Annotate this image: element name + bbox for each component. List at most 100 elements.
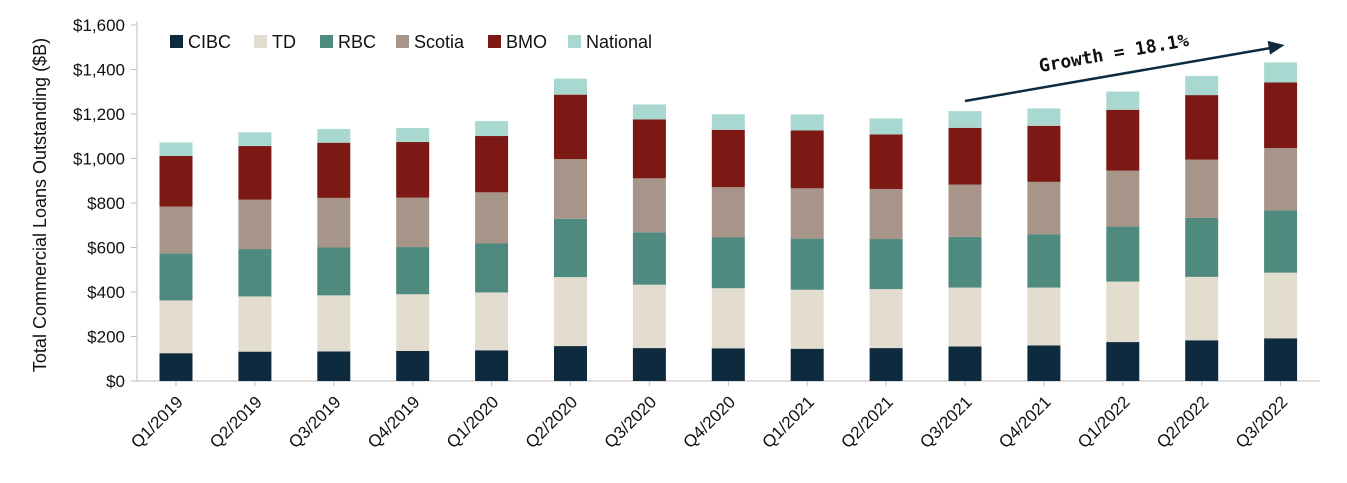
bar-segment-scotia <box>475 192 509 244</box>
y-tick-label: $600 <box>87 239 125 258</box>
bar-stack <box>790 114 824 381</box>
bar-segment-td <box>1027 287 1061 346</box>
bar-segment-rbc <box>396 247 430 295</box>
y-tick-label: $0 <box>106 372 125 391</box>
bar-segment-rbc <box>711 237 745 289</box>
bar-stack <box>475 121 509 381</box>
x-tick-label: Q3/2022 <box>1232 392 1292 452</box>
bar-segment-td <box>1106 281 1140 343</box>
bar-segment-rbc <box>475 243 509 293</box>
bar-segment-rbc <box>317 247 351 296</box>
bar-stack <box>554 78 587 381</box>
y-tick-label: $1,600 <box>73 16 125 35</box>
bar-segment-rbc <box>1185 217 1219 277</box>
bar-segment-national <box>869 118 903 135</box>
bar-segment-cibc <box>948 346 982 381</box>
legend-label: TD <box>272 32 296 52</box>
bar-segment-td <box>632 284 666 349</box>
x-tick-label: Q2/2019 <box>206 392 266 452</box>
x-tick-label: Q3/2020 <box>601 392 661 452</box>
bar-segment-scotia <box>1106 170 1140 227</box>
bar-segment-td <box>790 289 824 349</box>
y-tick-label: $400 <box>87 283 125 302</box>
legend-label: National <box>586 32 652 52</box>
bar-segment-td <box>869 289 903 349</box>
bars <box>159 62 1298 381</box>
bar-segment-td <box>238 296 272 352</box>
growth-arrow-head <box>1267 40 1285 55</box>
x-tick-label: Q1/2019 <box>127 392 187 452</box>
bar-segment-cibc <box>1185 340 1219 381</box>
bar-segment-bmo <box>1106 109 1140 171</box>
legend-swatch <box>488 35 501 48</box>
bar-segment-national <box>317 128 351 143</box>
bar-segment-bmo <box>790 130 824 189</box>
y-axis-label-group: Total Commercial Loans Outstanding ($B) <box>30 38 50 372</box>
legend-item-rbc: RBC <box>320 32 376 52</box>
bar-stack <box>1027 108 1061 381</box>
x-tick-label: Q2/2021 <box>837 392 897 452</box>
bar-segment-national <box>396 128 430 143</box>
legend: CIBC TD RBC Scotia BMO National <box>170 32 652 52</box>
legend-item-national: National <box>568 32 652 52</box>
bar-segment-national <box>1106 91 1140 110</box>
legend-label: Scotia <box>414 32 465 52</box>
bar-segment-td <box>1264 272 1298 339</box>
bar-segment-rbc <box>869 239 903 290</box>
legend-swatch <box>568 35 581 48</box>
x-tick-label: Q2/2020 <box>522 392 582 452</box>
bar-segment-national <box>159 142 193 156</box>
legend-swatch <box>254 35 267 48</box>
bar-stack <box>632 104 666 381</box>
bar-segment-cibc <box>790 348 824 381</box>
legend-item-td: TD <box>254 32 296 52</box>
y-tick-label: $800 <box>87 194 125 213</box>
x-tick-label: Q1/2021 <box>758 392 818 452</box>
bar-segment-bmo <box>1264 82 1298 149</box>
bar-segment-scotia <box>1027 181 1061 235</box>
bar-segment-rbc <box>790 238 824 290</box>
bar-segment-cibc <box>396 350 430 381</box>
bar-segment-td <box>1185 276 1219 341</box>
bar-segment-rbc <box>948 236 982 288</box>
legend-label: BMO <box>506 32 547 52</box>
bar-segment-td <box>948 287 982 347</box>
bar-segment-td <box>711 288 745 349</box>
bar-segment-scotia <box>238 199 272 250</box>
bar-segment-national <box>632 104 666 120</box>
bar-segment-scotia <box>317 197 351 248</box>
bar-segment-td <box>554 277 587 347</box>
bar-segment-bmo <box>869 134 903 189</box>
bar-segment-national <box>1027 108 1061 126</box>
bar-segment-bmo <box>1185 95 1219 160</box>
bar-segment-td <box>317 295 351 352</box>
bar-stack <box>238 132 272 381</box>
bar-segment-bmo <box>711 129 745 188</box>
legend-swatch <box>170 35 183 48</box>
bar-segment-cibc <box>475 350 509 381</box>
bar-segment-national <box>1185 75 1219 96</box>
bar-segment-rbc <box>1027 234 1061 288</box>
bar-stack <box>1106 91 1140 381</box>
x-tick-label: Q4/2021 <box>995 392 1055 452</box>
bar-segment-national <box>554 78 587 95</box>
bar-segment-bmo <box>1027 125 1061 182</box>
bar-segment-national <box>475 121 509 137</box>
bar-segment-bmo <box>554 94 587 160</box>
legend-swatch <box>396 35 409 48</box>
legend-item-scotia: Scotia <box>396 32 465 52</box>
bar-segment-national <box>948 111 982 128</box>
bar-segment-scotia <box>948 184 982 237</box>
y-tick-label: $1,000 <box>73 150 125 169</box>
bar-stack <box>869 118 903 381</box>
bar-segment-rbc <box>554 218 587 278</box>
bar-segment-rbc <box>1264 210 1298 273</box>
bar-segment-scotia <box>632 178 666 233</box>
bar-stack <box>159 142 193 381</box>
y-axis-ticks: $0 $200 $400 $600 $800 $1,000 $1,200 $1,400 $1,6… <box>73 16 137 391</box>
legend-item-cibc: CIBC <box>170 32 231 52</box>
bar-segment-national <box>1264 62 1298 83</box>
bar-segment-rbc <box>159 253 193 301</box>
bar-segment-bmo <box>317 142 351 198</box>
